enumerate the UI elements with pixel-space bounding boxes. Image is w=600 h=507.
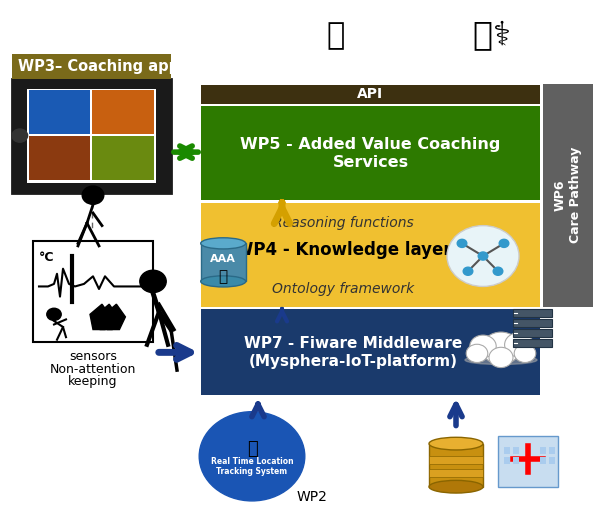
FancyBboxPatch shape <box>429 456 483 464</box>
Text: Reasoning functions: Reasoning functions <box>273 216 414 230</box>
FancyBboxPatch shape <box>12 54 171 79</box>
Text: Real Time Location
Tracking System: Real Time Location Tracking System <box>211 457 293 476</box>
FancyBboxPatch shape <box>513 447 519 454</box>
Text: WP3– Coaching apps: WP3– Coaching apps <box>18 59 188 74</box>
FancyBboxPatch shape <box>504 447 510 454</box>
FancyBboxPatch shape <box>29 135 91 180</box>
FancyBboxPatch shape <box>549 457 555 464</box>
Text: 💻: 💻 <box>327 21 345 50</box>
Text: sensors: sensors <box>69 350 117 363</box>
Circle shape <box>499 239 509 247</box>
Circle shape <box>140 270 166 293</box>
Circle shape <box>505 333 533 357</box>
Circle shape <box>478 252 488 260</box>
Text: WP7 - Fiware Middleware
(Mysphera-IoT-platform): WP7 - Fiware Middleware (Mysphera-IoT-pl… <box>244 336 463 369</box>
Text: 🔒: 🔒 <box>218 269 228 284</box>
FancyBboxPatch shape <box>513 329 552 337</box>
Ellipse shape <box>429 481 483 493</box>
Text: API: API <box>358 87 383 101</box>
FancyBboxPatch shape <box>513 457 519 464</box>
Circle shape <box>493 267 503 275</box>
Text: WP5 - Added Value Coaching
Services: WP5 - Added Value Coaching Services <box>241 137 500 169</box>
FancyBboxPatch shape <box>29 90 91 134</box>
Ellipse shape <box>429 437 483 450</box>
Text: WP6
Care Pathway: WP6 Care Pathway <box>554 147 582 243</box>
Circle shape <box>47 308 61 320</box>
FancyBboxPatch shape <box>540 447 546 454</box>
Ellipse shape <box>200 276 246 287</box>
FancyBboxPatch shape <box>540 457 546 464</box>
FancyBboxPatch shape <box>513 309 552 317</box>
Text: keeping: keeping <box>68 375 118 388</box>
Text: AAA: AAA <box>210 254 236 264</box>
FancyBboxPatch shape <box>543 84 593 307</box>
Text: 👩‍⚕️: 👩‍⚕️ <box>473 19 511 52</box>
Text: Non-attention: Non-attention <box>50 363 136 376</box>
FancyBboxPatch shape <box>12 79 171 193</box>
FancyBboxPatch shape <box>549 447 555 454</box>
Circle shape <box>463 267 473 275</box>
FancyBboxPatch shape <box>498 436 558 487</box>
FancyBboxPatch shape <box>92 135 154 180</box>
Polygon shape <box>104 304 125 330</box>
Text: WP2: WP2 <box>296 490 328 504</box>
FancyBboxPatch shape <box>429 444 483 487</box>
Polygon shape <box>97 304 118 330</box>
FancyBboxPatch shape <box>92 90 154 134</box>
Circle shape <box>489 347 513 368</box>
FancyBboxPatch shape <box>201 203 540 307</box>
Circle shape <box>466 344 488 363</box>
Circle shape <box>482 332 520 365</box>
FancyBboxPatch shape <box>201 85 540 104</box>
Circle shape <box>199 412 305 501</box>
Circle shape <box>514 344 536 363</box>
Circle shape <box>470 335 496 357</box>
Polygon shape <box>90 304 111 330</box>
FancyBboxPatch shape <box>201 106 540 200</box>
Ellipse shape <box>200 238 246 249</box>
FancyBboxPatch shape <box>513 339 552 347</box>
Text: WP4 - Knowledge layer: WP4 - Knowledge layer <box>235 241 452 259</box>
Circle shape <box>12 129 28 142</box>
Text: 📍: 📍 <box>247 440 257 458</box>
Circle shape <box>457 239 467 247</box>
FancyBboxPatch shape <box>429 469 483 477</box>
FancyBboxPatch shape <box>201 309 540 395</box>
FancyBboxPatch shape <box>504 457 510 464</box>
Text: °C: °C <box>39 251 55 264</box>
FancyBboxPatch shape <box>33 241 153 342</box>
Circle shape <box>82 186 104 204</box>
FancyBboxPatch shape <box>27 89 156 183</box>
FancyBboxPatch shape <box>201 243 246 281</box>
Circle shape <box>447 226 519 286</box>
Ellipse shape <box>465 355 537 365</box>
Text: Ontology framework: Ontology framework <box>272 282 415 296</box>
FancyBboxPatch shape <box>513 319 552 327</box>
